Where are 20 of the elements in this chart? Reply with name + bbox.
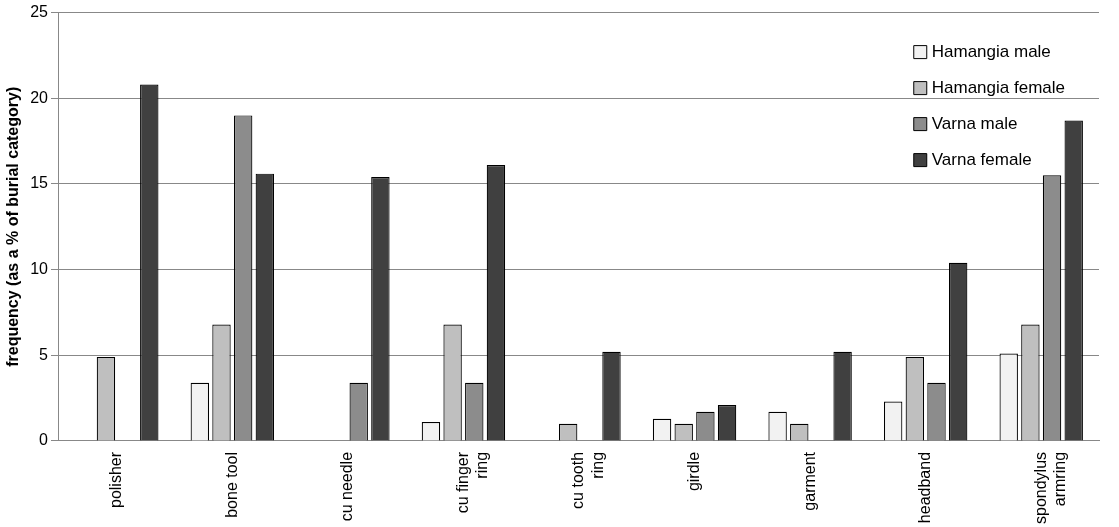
x-tick-label: headband bbox=[916, 451, 934, 524]
x-tick-label: cu needle bbox=[338, 451, 356, 522]
legend-label: Varna male bbox=[931, 114, 1018, 134]
x-tick-label: cu tooth ring bbox=[569, 451, 606, 509]
legend-label: Varna female bbox=[931, 150, 1032, 170]
x-tick-label: girdle bbox=[684, 451, 702, 492]
y-axis-title: frequency (as a % of burial category) bbox=[4, 86, 22, 367]
y-tick-label: 10 bbox=[30, 260, 49, 278]
legend-label: Hamangia female bbox=[931, 78, 1066, 98]
y-tick-label: 0 bbox=[39, 431, 49, 449]
legend-label: Hamangia male bbox=[931, 42, 1051, 62]
y-tick-label: 20 bbox=[30, 88, 49, 106]
y-tick-label: 25 bbox=[30, 3, 49, 21]
y-tick-label: 5 bbox=[39, 345, 49, 363]
x-tick-label: polisher bbox=[107, 451, 125, 508]
y-tick-label: 15 bbox=[30, 174, 49, 192]
x-tick-label: cu finger ring bbox=[453, 451, 491, 514]
x-tick-label: spondylus armring bbox=[1031, 451, 1068, 524]
x-tick-label: bone tool bbox=[222, 451, 240, 518]
x-tick-label: garment bbox=[800, 451, 818, 511]
